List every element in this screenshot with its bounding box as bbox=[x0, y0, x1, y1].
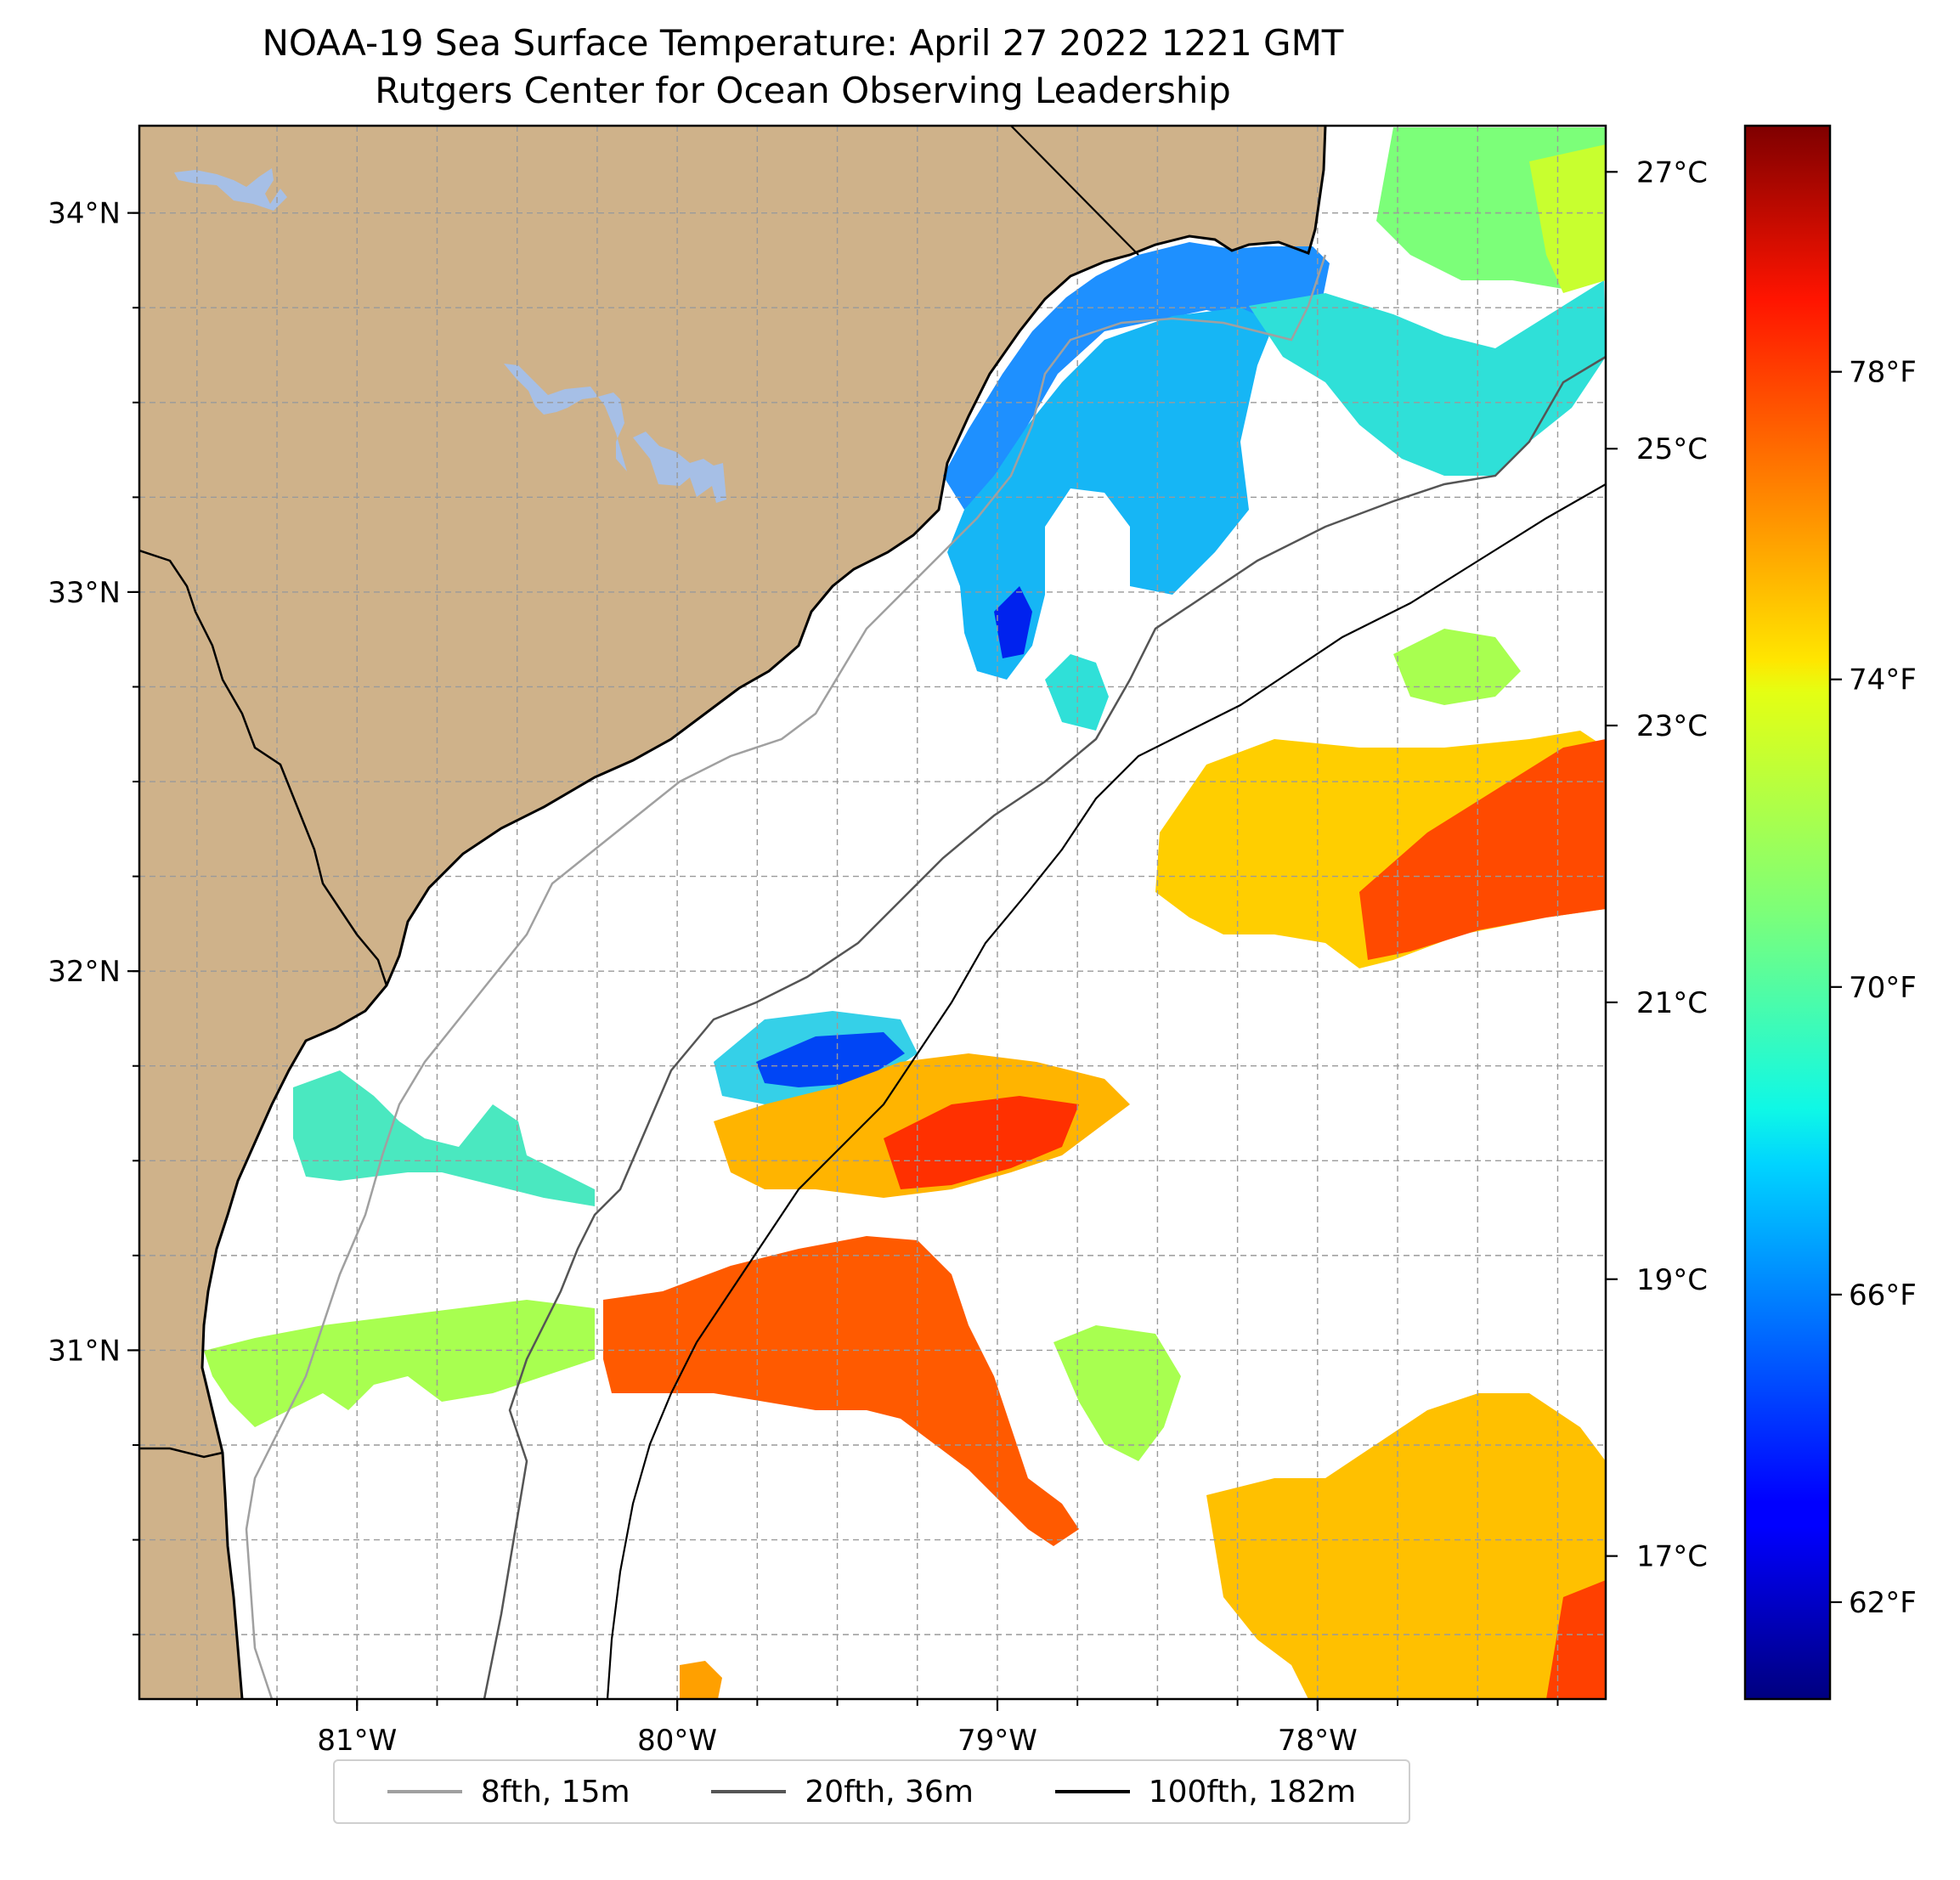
isobath-legend: 8fth, 15m 20fth, 36m 100fth, 182m bbox=[333, 1759, 1410, 1824]
latitude-axis: 31°N 32°N 33°N 34°N bbox=[48, 197, 139, 1636]
sst-red-central bbox=[884, 1096, 1079, 1189]
land-mass bbox=[139, 126, 1325, 1699]
lat-tick-label: 34°N bbox=[48, 197, 121, 231]
legend-label-100fth: 100fth, 182m bbox=[1148, 1774, 1357, 1809]
fahrenheit-tick-label: 74°F bbox=[1849, 663, 1917, 697]
map-gridlines bbox=[139, 126, 1606, 1699]
lon-tick-label: 79°W bbox=[957, 1724, 1037, 1758]
state-border-ga-fl bbox=[139, 1447, 223, 1459]
celsius-tick-label: 21°C bbox=[1636, 986, 1708, 1020]
sst-cyan-shelf bbox=[1249, 280, 1606, 476]
lake-marion bbox=[504, 364, 627, 471]
celsius-tick-label: 17°C bbox=[1636, 1540, 1708, 1574]
lat-tick-label: 33°N bbox=[48, 576, 121, 610]
lon-tick-label: 80°W bbox=[637, 1724, 717, 1758]
state-border-nc-sc bbox=[1010, 126, 1139, 256]
legend-item-100fth: 100fth, 182m bbox=[1054, 1774, 1357, 1809]
sst-blue-central bbox=[756, 1032, 905, 1087]
lat-tick-label: 32°N bbox=[48, 955, 121, 989]
celsius-tick-label: 19°C bbox=[1636, 1263, 1708, 1297]
isobath-100fth-line bbox=[606, 483, 1606, 1699]
legend-swatch-8fth bbox=[387, 1790, 462, 1793]
sst-yellowgreen-ne bbox=[1529, 144, 1606, 293]
sst-gulfstream-east-core bbox=[1359, 739, 1606, 960]
colorbar-celsius-axis: 27°C 25°C 23°C 21°C 19°C 17°C bbox=[1606, 155, 1708, 1574]
sst-red-south-east-edge bbox=[1546, 1580, 1606, 1699]
coastline bbox=[201, 126, 1327, 1699]
lat-tick-label: 31°N bbox=[48, 1334, 121, 1368]
legend-label-20fth: 20fth, 36m bbox=[805, 1774, 974, 1809]
colorbar-fahrenheit-axis: 78°F 74°F 70°F 66°F 62°F bbox=[1830, 356, 1917, 1620]
sst-warm-south bbox=[603, 1236, 1079, 1546]
longitude-axis: 81°W 80°W 79°W 78°W bbox=[195, 1699, 1559, 1758]
sst-orange-south-east bbox=[1206, 1393, 1606, 1699]
sst-orange-south-small bbox=[680, 1661, 722, 1699]
lon-tick-label: 81°W bbox=[317, 1724, 397, 1758]
fahrenheit-tick-label: 66°F bbox=[1849, 1279, 1917, 1313]
fahrenheit-tick-label: 78°F bbox=[1849, 356, 1917, 390]
isobath-20fth-line bbox=[483, 355, 1606, 1699]
sst-deepblue-spot bbox=[994, 586, 1032, 658]
celsius-tick-label: 23°C bbox=[1636, 709, 1708, 743]
celsius-tick-label: 27°C bbox=[1636, 155, 1708, 189]
chart-subtitle: Rutgers Center for Ocean Observing Leade… bbox=[375, 70, 1231, 111]
sst-cyan-nearshore-ga bbox=[293, 1070, 595, 1206]
legend-item-20fth: 20fth, 36m bbox=[711, 1775, 974, 1809]
legend-swatch-100fth bbox=[1054, 1790, 1130, 1793]
state-border-sc-ga bbox=[139, 549, 388, 986]
chart-title: NOAA-19 Sea Surface Temperature: April 2… bbox=[262, 22, 1344, 64]
lake-small bbox=[174, 168, 287, 211]
fahrenheit-tick-label: 70°F bbox=[1849, 971, 1917, 1005]
legend-swatch-20fth bbox=[711, 1790, 787, 1793]
celsius-tick-label: 25°C bbox=[1636, 432, 1708, 466]
lake-moultrie bbox=[633, 432, 726, 503]
map-frame bbox=[138, 124, 1607, 1701]
lon-tick-label: 78°W bbox=[1278, 1724, 1358, 1758]
isobath-8fth-line bbox=[245, 254, 1327, 1699]
sst-small-green-south bbox=[1053, 1325, 1181, 1461]
sst-mid-plateau bbox=[1393, 629, 1521, 705]
legend-label-8fth: 8fth, 15m bbox=[480, 1774, 630, 1809]
legend-item-8fth: 8fth, 15m bbox=[387, 1775, 630, 1809]
sst-cool-nearshore bbox=[947, 308, 1274, 680]
colorbar-gradient bbox=[1743, 124, 1832, 1701]
fahrenheit-tick-label: 62°F bbox=[1849, 1586, 1917, 1620]
sst-green-band-south bbox=[204, 1300, 595, 1427]
